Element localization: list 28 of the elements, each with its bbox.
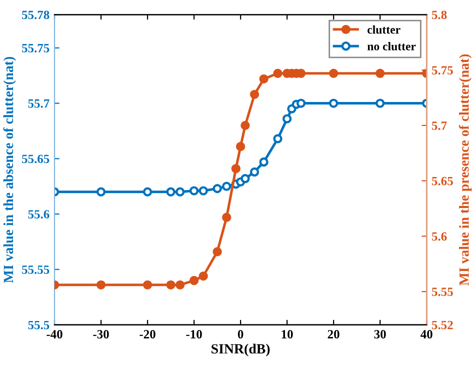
x-tick-label: -30 <box>93 330 109 338</box>
y2-tick-label: 5.55 <box>432 288 453 296</box>
x-tick-label: -20 <box>140 330 156 338</box>
y2-tick-label: 5.65 <box>432 176 453 186</box>
y-tick-label: 55.6 <box>28 210 50 219</box>
x-tick-label: 0 <box>238 330 244 338</box>
x-tick-label: 40 <box>420 330 432 338</box>
y2-tick-label: 5.75 <box>432 66 453 75</box>
y-tick-label: 55.78 <box>22 10 50 20</box>
x-tick-label: 10 <box>282 330 293 338</box>
y-axis-title: MI value in the absence of clutter(nat) <box>3 56 16 283</box>
x-tick-label: 20 <box>328 330 340 338</box>
y-tick-label: 55.75 <box>22 44 50 52</box>
y2-tick-label: 5.52 <box>432 320 453 330</box>
legend-label: no clutter <box>367 42 416 50</box>
x-tick-label: 30 <box>374 330 386 338</box>
y-tick-label: 55.7 <box>28 99 50 108</box>
x-tick-label: -40 <box>46 330 62 338</box>
y2-tick-label: 5.7 <box>432 122 447 130</box>
y2-axis-title: MI value in the presence of clutter(nat) <box>458 54 472 286</box>
legend-label: clutter <box>368 25 400 34</box>
y-tick-label: 55.55 <box>22 266 50 274</box>
y2-tick-label: 5.8 <box>432 10 447 20</box>
y-tick-label: 55.65 <box>22 154 50 164</box>
y2-tick-label: 5.6 <box>432 232 447 241</box>
x-tick-label: -10 <box>186 330 202 338</box>
y-tick-label: 55.5 <box>28 320 50 330</box>
x-axis-title: SINR(dB) <box>212 344 270 356</box>
